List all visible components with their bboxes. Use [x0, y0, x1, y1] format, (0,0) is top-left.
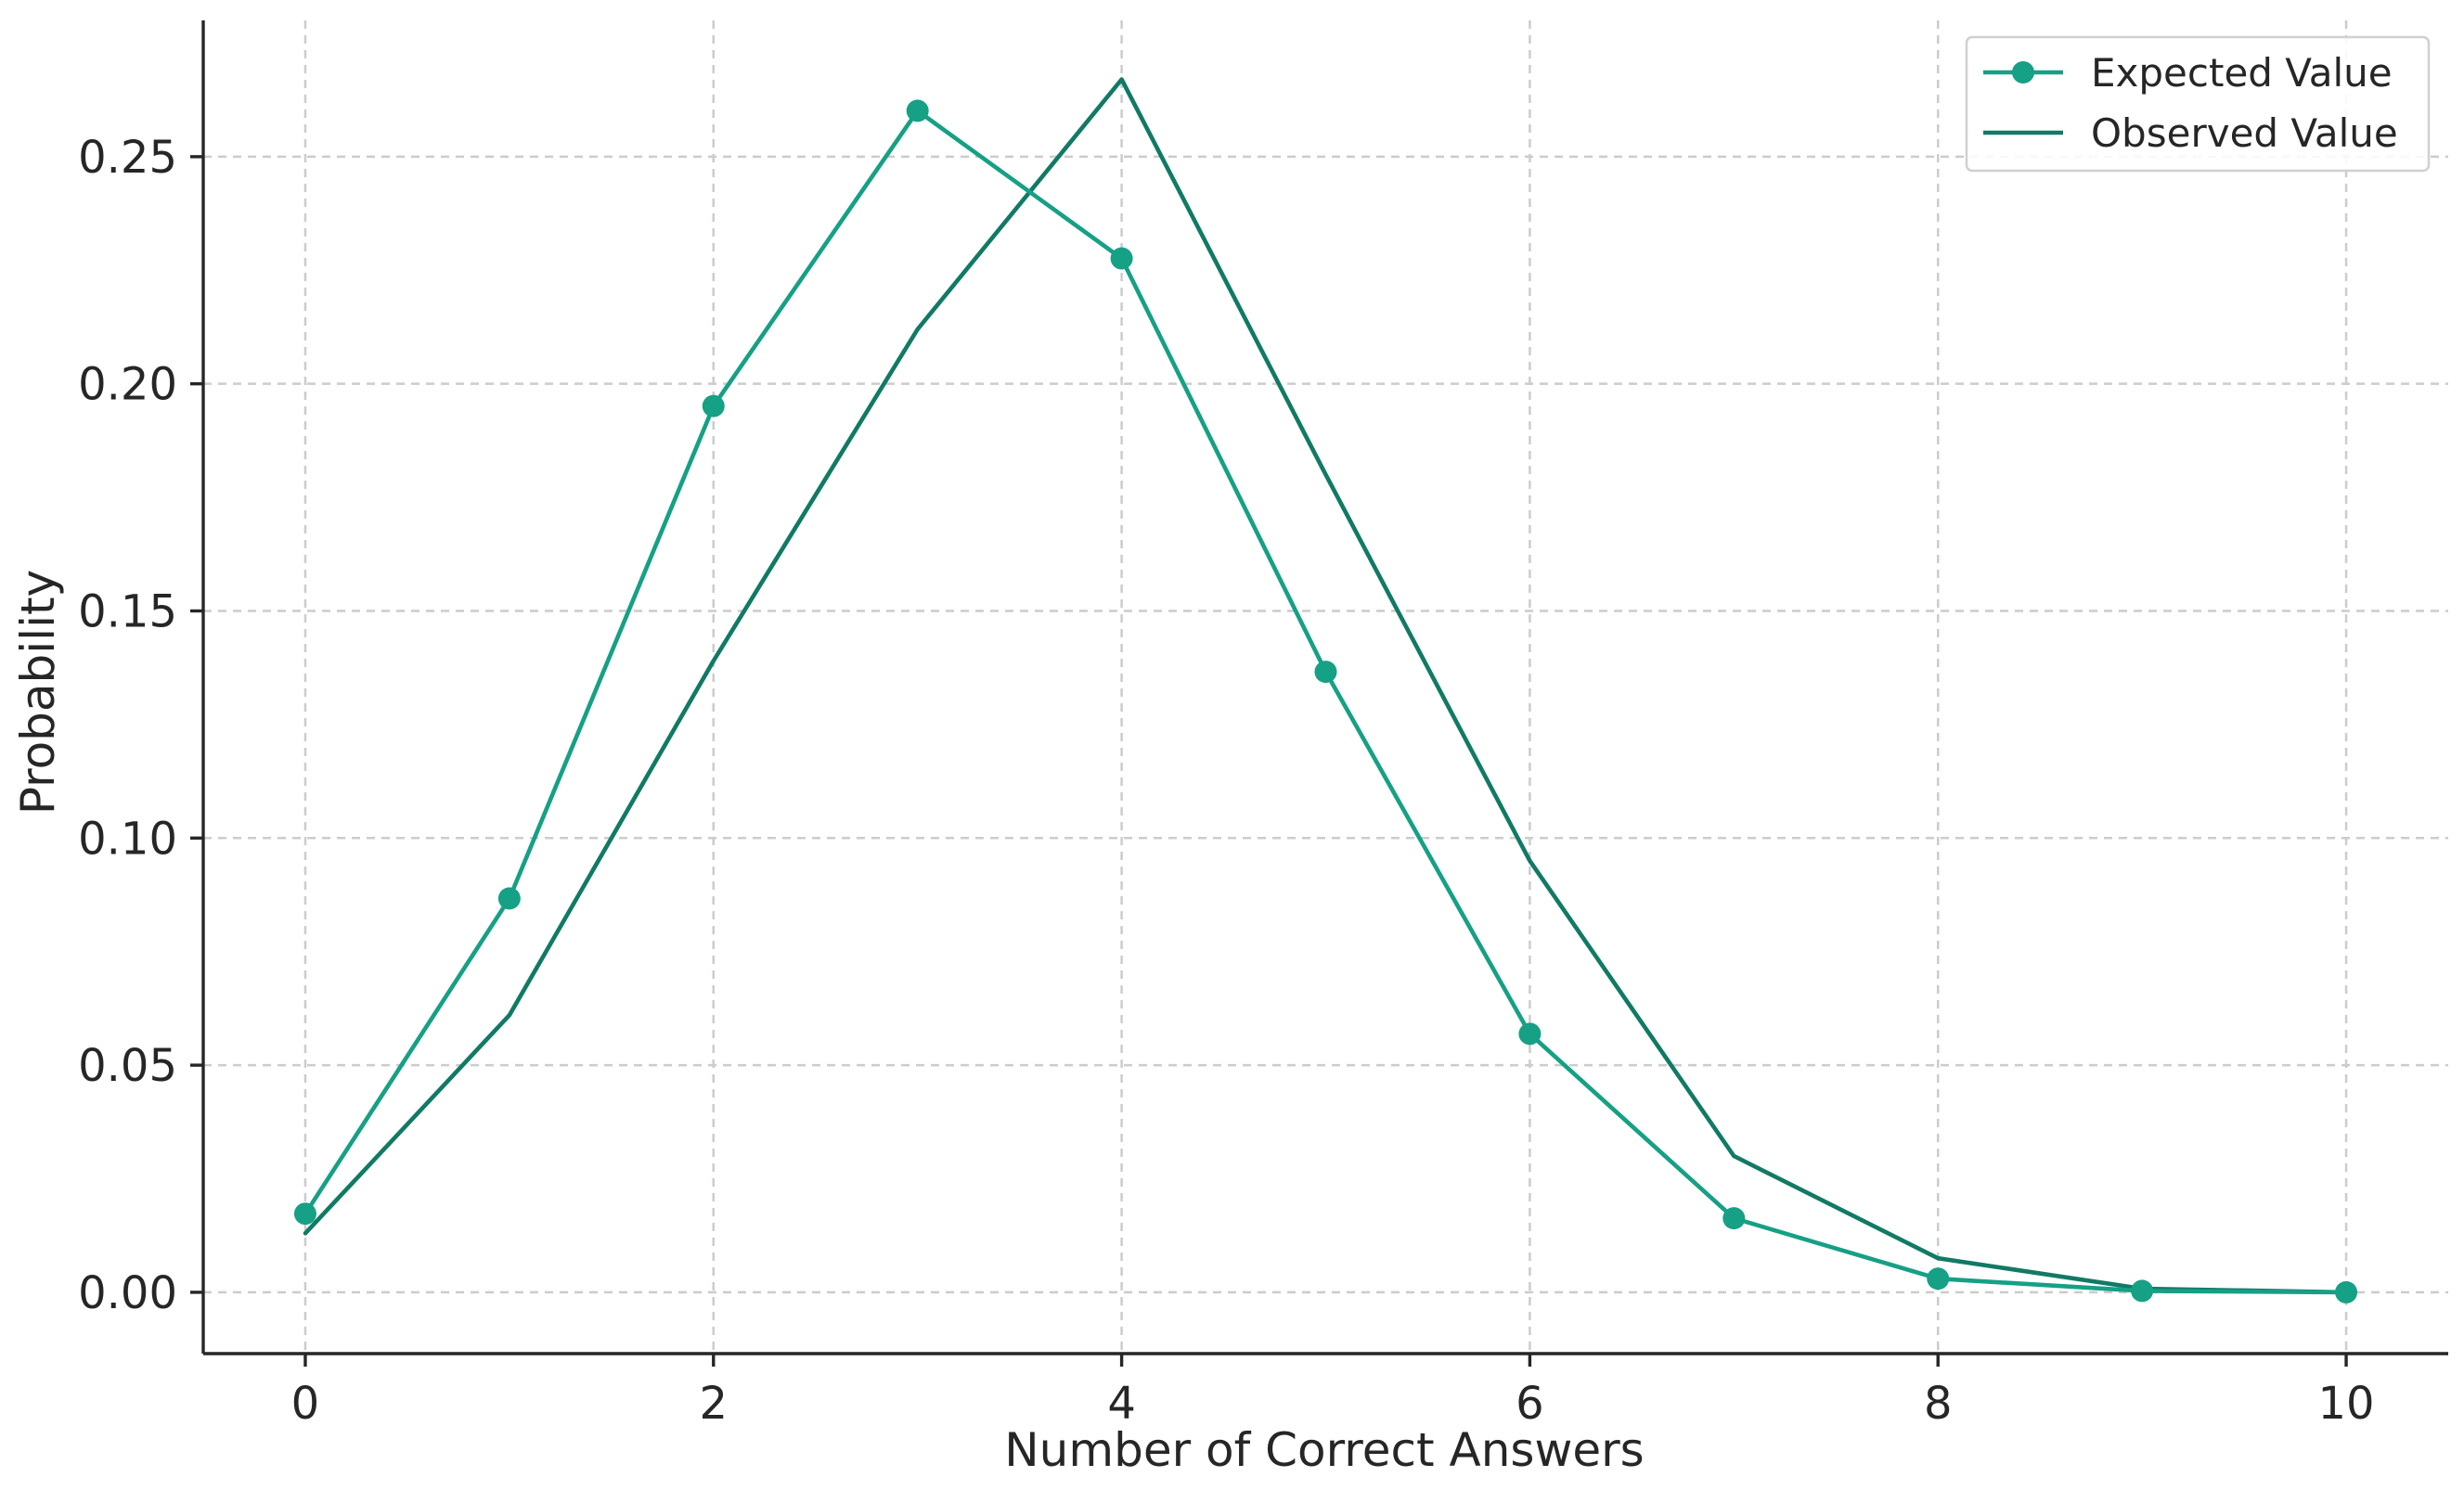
x-tick-label: 4	[1107, 1378, 1136, 1430]
data-point-expected-value	[1314, 661, 1337, 684]
x-tick-label: 0	[291, 1378, 320, 1430]
legend-label-observed: Observed Value	[2091, 110, 2398, 156]
data-point-expected-value	[1722, 1207, 1746, 1230]
data-point-expected-value	[1110, 247, 1133, 270]
data-point-expected-value	[1927, 1267, 1950, 1291]
series-line-observed-value	[303, 77, 2349, 1295]
plot-area	[293, 77, 2358, 1304]
data-point-expected-value	[293, 1202, 316, 1226]
data-point-expected-value	[497, 887, 521, 910]
legend: Expected Value Observed Value	[1965, 35, 2431, 173]
legend-box	[1965, 35, 2431, 173]
legend-label-expected: Expected Value	[2091, 50, 2393, 96]
data-point-expected-value	[702, 394, 725, 417]
y-tick-label: 0.10	[78, 813, 177, 865]
legend-item-expected: Expected Value	[1983, 50, 2393, 96]
y-axis-label: Probability	[11, 570, 65, 815]
data-point-expected-value	[1518, 1022, 1542, 1046]
y-tick-label: 0.05	[78, 1040, 177, 1092]
x-axis-label: Number of Correct Answers	[1004, 1423, 1644, 1477]
legend-marker-expected	[2012, 61, 2034, 83]
tick-labels: 0 2 4 6 8 10 0.00 0.05 0.10 0.15 0.20 0.25	[78, 132, 2374, 1430]
legend-item-observed: Observed Value	[1983, 110, 2398, 156]
grid	[203, 20, 2448, 1354]
data-point-expected-value	[906, 99, 929, 122]
x-tick-label: 8	[1924, 1378, 1953, 1430]
x-tick-label: 6	[1516, 1378, 1544, 1430]
y-tick-label: 0.00	[78, 1267, 177, 1319]
y-tick-label: 0.20	[78, 359, 177, 411]
y-tick-label: 0.15	[78, 585, 177, 637]
series-line-expected-value	[303, 109, 2349, 1295]
y-tick-label: 0.25	[78, 132, 177, 184]
x-tick-label: 10	[2318, 1378, 2375, 1430]
data-point-expected-value	[2131, 1279, 2154, 1303]
x-tick-label: 2	[699, 1378, 728, 1430]
data-point-expected-value	[2335, 1280, 2358, 1304]
axes	[190, 20, 2448, 1367]
